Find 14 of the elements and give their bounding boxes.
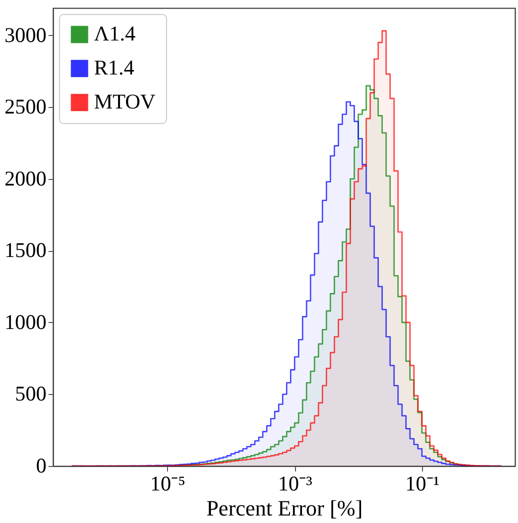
y-tick-label: 1500 [4, 238, 46, 262]
x-tick-label: 10⁻¹ [405, 472, 440, 496]
x-tick-label: 10⁻⁵ [150, 472, 186, 496]
x-tick-label: 10⁻³ [278, 472, 312, 496]
y-tick-label: 2500 [4, 94, 46, 119]
x-axis-title: Percent Error [%] [206, 496, 363, 520]
legend-label: R1.4 [94, 56, 135, 80]
y-tick-label: 3000 [4, 22, 46, 47]
y-tick-label: 2000 [4, 166, 46, 190]
y-tick-label: 0 [36, 454, 46, 478]
legend-label: Λ1.4 [94, 22, 136, 46]
y-tick-label: 1000 [4, 310, 46, 334]
legend-label: MTOV [94, 90, 156, 114]
y-tick-label: 500 [15, 382, 46, 406]
